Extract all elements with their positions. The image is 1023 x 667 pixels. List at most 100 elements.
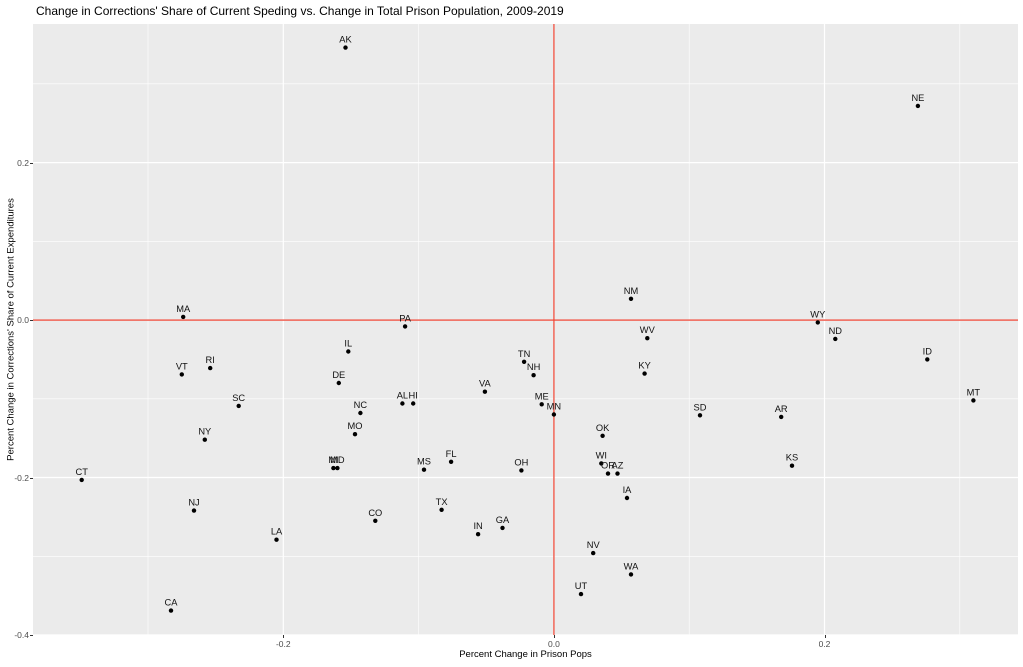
data-point-label: WV (640, 325, 656, 335)
data-point-label: HI (409, 391, 418, 401)
data-point-label: NH (527, 362, 540, 372)
data-point-label: OR (601, 461, 615, 471)
data-point-label: IA (623, 485, 633, 495)
data-point (645, 336, 650, 341)
data-point (202, 437, 207, 442)
data-point-label: AK (339, 35, 352, 45)
plot-panel: AK NE NM MA WY PA WV ND IL ID TN RI KY VT NH DE VA MT AL HI… (33, 24, 1018, 635)
data-point-label: LA (271, 527, 283, 537)
data-point (697, 413, 703, 418)
data-point-label: MT (967, 387, 981, 397)
data-point (168, 608, 174, 613)
data-point (79, 477, 84, 483)
data-point (373, 518, 378, 523)
data-point-label: FL (446, 449, 457, 459)
data-point (591, 550, 596, 556)
data-point-label: WY (810, 309, 825, 319)
data-point (411, 401, 416, 406)
data-point-label: VA (479, 379, 492, 389)
data-point (500, 525, 505, 531)
data-point (331, 465, 336, 471)
data-point-label: SD (694, 402, 707, 412)
y-tick-label: -0.2 (14, 472, 29, 483)
y-tick-mark (30, 635, 33, 636)
data-point (179, 372, 184, 377)
data-point-label: CT (75, 467, 88, 477)
data-point-label: RI (206, 355, 215, 365)
data-point-label: MA (176, 304, 191, 314)
data-point-label: UT (575, 581, 588, 591)
data-point-label: AZ (612, 461, 624, 471)
x-tick-mark (553, 635, 555, 638)
plot-canvas: AK NE NM MA WY PA WV ND IL ID TN RI KY VT NH DE VA MT AL HI… (33, 24, 1018, 635)
data-point-label: VT (176, 361, 188, 371)
data-point (343, 45, 348, 50)
data-point-label: MN (547, 402, 561, 412)
data-point-label: IN (473, 521, 482, 531)
data-point (521, 359, 527, 364)
data-point (482, 389, 488, 394)
data-point-label: WA (624, 561, 639, 571)
data-point (628, 572, 634, 577)
data-point (352, 432, 358, 437)
chart-title: Change in Corrections' Share of Current … (36, 4, 564, 18)
data-point (181, 314, 186, 320)
data-point (335, 465, 340, 471)
data-point (191, 508, 197, 513)
data-point-label: TX (436, 497, 448, 507)
data-point-label: KS (786, 453, 798, 463)
data-point-label: NC (354, 400, 368, 410)
y-tick-mark (30, 320, 33, 322)
x-tick-label: 0.2 (818, 639, 831, 649)
y-tick-label: -0.4 (14, 630, 29, 640)
x-tick-mark (824, 635, 826, 638)
data-point (519, 468, 524, 473)
data-point-label: CA (165, 598, 179, 608)
data-point (779, 414, 784, 420)
data-point-label: DE (332, 370, 345, 380)
data-point-label: MS (417, 457, 431, 467)
data-point-label: WI (596, 450, 607, 460)
data-point-label: PA (399, 313, 412, 323)
data-point (789, 463, 795, 468)
data-point (605, 471, 611, 476)
data-point (336, 380, 341, 386)
data-point (236, 403, 241, 409)
y-tick-label: 0.2 (17, 157, 29, 168)
data-point-label: NV (587, 540, 601, 550)
y-tick-mark (30, 162, 33, 164)
data-point (815, 320, 820, 325)
x-tick-label: -0.2 (275, 639, 291, 649)
data-point-label: SC (232, 393, 245, 403)
data-point (624, 495, 630, 501)
data-point (925, 357, 930, 362)
data-point (915, 103, 921, 109)
data-point (628, 296, 634, 301)
data-point (833, 336, 838, 342)
data-point (346, 349, 351, 354)
y-tick-label: 0.0 (17, 315, 29, 326)
data-point (475, 532, 481, 537)
data-point (402, 324, 408, 329)
data-point (208, 365, 213, 371)
data-point-label: CO (368, 508, 382, 518)
data-point-label: NY (198, 427, 211, 437)
data-point (971, 398, 976, 403)
data-point (421, 467, 427, 472)
data-point-label: OK (596, 423, 610, 433)
data-point (274, 537, 279, 542)
data-point (448, 459, 454, 464)
data-point-label: ME (535, 391, 549, 401)
data-point (539, 402, 544, 407)
data-point-label: ND (829, 326, 843, 336)
data-point-label: NE (911, 93, 924, 103)
data-point (439, 507, 444, 512)
data-point-label: GA (496, 515, 510, 525)
x-tick-mark (283, 635, 285, 638)
data-point-label: MD (330, 455, 345, 465)
data-point-label: MO (348, 421, 363, 431)
x-tick-label: 0.0 (547, 639, 560, 649)
data-point-label: AR (775, 404, 788, 414)
data-point (600, 433, 605, 438)
data-point-label: NM (624, 286, 638, 296)
